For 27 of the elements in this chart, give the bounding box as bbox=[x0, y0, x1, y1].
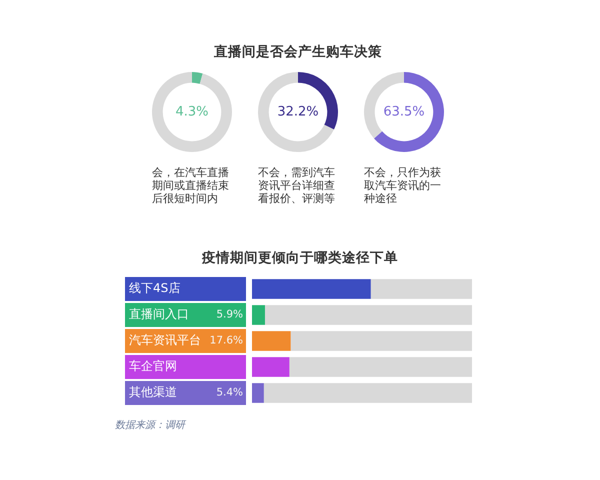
y-tick-label: 汽车资讯平台 bbox=[129, 333, 201, 348]
bar bbox=[252, 305, 265, 325]
y-tick-label: 车企官网 bbox=[129, 359, 177, 374]
text: 会，在汽车直播期间或直播结束后很短时间内 bbox=[152, 166, 230, 205]
chart-title: 直播间是否会产生购车决策 bbox=[214, 43, 382, 62]
text: 不会，只作为获取汽车资讯的一种途径 bbox=[364, 166, 442, 205]
bar bbox=[252, 357, 290, 377]
bar bbox=[252, 279, 371, 299]
data-label: 5.4% bbox=[216, 386, 244, 399]
text: 不会，需到汽车资讯平台详细查看报价、评测等 bbox=[258, 166, 336, 205]
data-label: 5.9% bbox=[216, 308, 244, 321]
bar bbox=[289, 357, 472, 377]
bar bbox=[290, 331, 472, 351]
data-label: 4.3% bbox=[175, 104, 209, 120]
y-tick-label: 线下4S店 bbox=[129, 281, 180, 296]
chart-title: 疫情期间更倾向于哪类途径下单 bbox=[202, 249, 398, 268]
data-label: 63.5% bbox=[383, 104, 425, 120]
data-label: 17.6% bbox=[210, 334, 244, 347]
source-note: 数据来源：调研 bbox=[115, 418, 188, 432]
bar bbox=[264, 305, 472, 325]
bar bbox=[264, 383, 472, 403]
bar bbox=[370, 279, 472, 299]
data-label: 32.2% bbox=[277, 104, 319, 120]
bar bbox=[252, 331, 291, 351]
y-tick-label: 其他渠道 bbox=[129, 385, 177, 400]
bar bbox=[252, 383, 264, 403]
y-tick-label: 直播间入口 bbox=[129, 307, 189, 322]
